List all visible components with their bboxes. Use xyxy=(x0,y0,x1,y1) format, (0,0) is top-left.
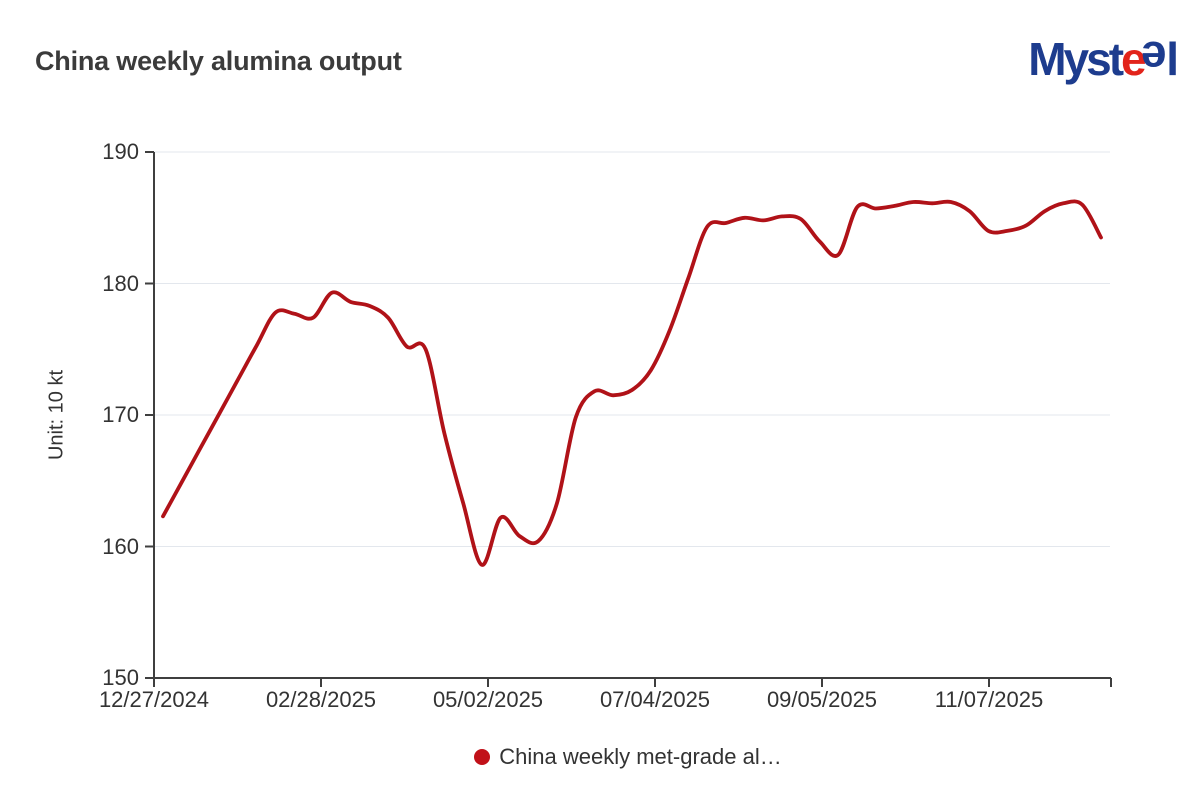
x-tick-label-4: 09/05/2025 xyxy=(766,687,878,712)
page-title: China weekly alumina output xyxy=(35,46,402,76)
x-tick-label-0: 12/27/2024 xyxy=(98,687,210,712)
y-tick-label-150: 150 xyxy=(102,665,139,690)
logo-letter-e-red: e xyxy=(1121,33,1147,85)
y-axis-unit-label: Unit: 10 kt xyxy=(45,369,68,461)
y-tick-label-160: 160 xyxy=(102,533,139,559)
mysteel-logo: Mysteel xyxy=(1028,32,1179,86)
logo-letter-l: l xyxy=(1166,33,1179,85)
x-tick-label-5: 11/07/2025 xyxy=(934,687,1044,712)
x-tick-label-2: 05/02/2025 xyxy=(432,687,544,712)
series-line xyxy=(161,199,1103,567)
y-tick-label-190: 190 xyxy=(102,139,139,164)
legend-marker-dot xyxy=(474,749,491,765)
y-tick-label-180: 180 xyxy=(102,270,139,296)
logo-text-myst: Myst xyxy=(1028,33,1124,85)
x-tick-label-1: 02/28/2025 xyxy=(265,687,377,712)
legend-item[interactable]: China weekly met-grade al… xyxy=(0,744,1200,770)
y-tick-label-170: 170 xyxy=(102,402,139,427)
x-tick-label-3: 07/04/2025 xyxy=(599,687,711,712)
legend-label: China weekly met-grade al… xyxy=(499,744,782,769)
